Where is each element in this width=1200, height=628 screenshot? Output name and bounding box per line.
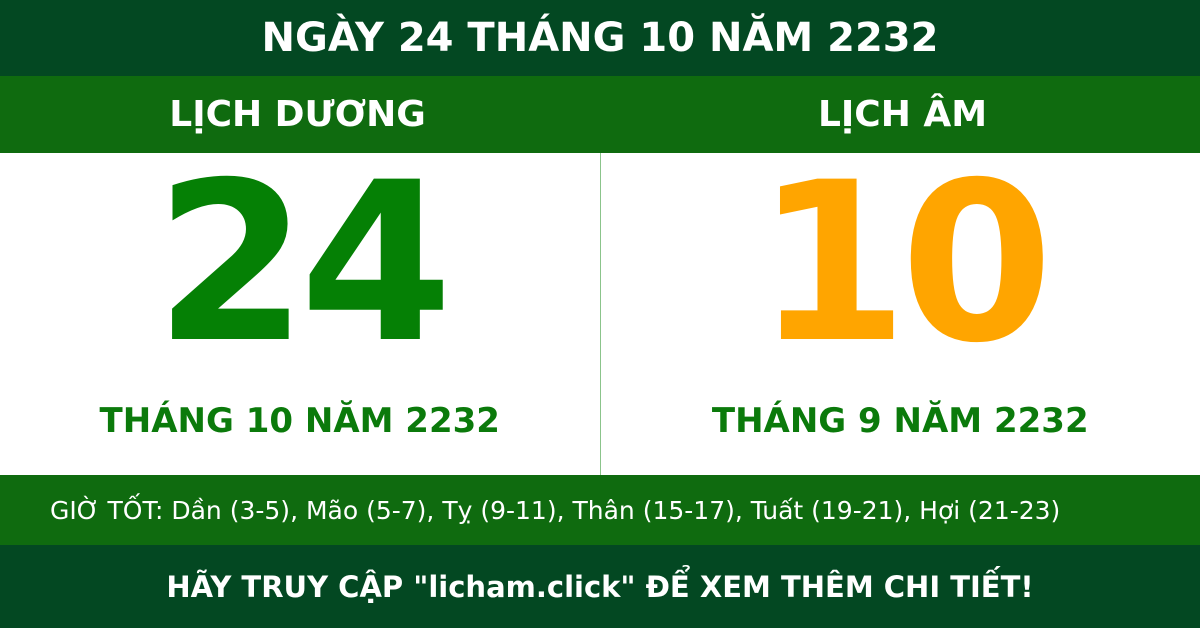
lunar-month-year: THÁNG 9 NĂM 2232 xyxy=(711,401,1089,441)
page-title: NGÀY 24 THÁNG 10 NĂM 2232 xyxy=(0,0,1200,76)
solar-day: 24 xyxy=(154,135,453,391)
column-headers: LỊCH DƯƠNG LỊCH ÂM xyxy=(0,76,1200,153)
footer-cta: HÃY TRUY CẬP "licham.click" ĐỂ XEM THÊM … xyxy=(0,545,1200,628)
lunar-column: 10 THÁNG 9 NĂM 2232 xyxy=(601,153,1200,475)
solar-month-year: THÁNG 10 NĂM 2232 xyxy=(99,401,500,441)
lunar-heading: LỊCH ÂM xyxy=(817,94,988,135)
calendar-body: 24 THÁNG 10 NĂM 2232 10 THÁNG 9 NĂM 2232 xyxy=(0,153,1200,475)
solar-column: 24 THÁNG 10 NĂM 2232 xyxy=(0,153,601,475)
good-hours: GIỜ TỐT: Dần (3-5), Mão (5-7), Tỵ (9-11)… xyxy=(0,475,1200,545)
lunar-day: 10 xyxy=(755,135,1053,391)
solar-heading: LỊCH DƯƠNG xyxy=(169,94,426,135)
